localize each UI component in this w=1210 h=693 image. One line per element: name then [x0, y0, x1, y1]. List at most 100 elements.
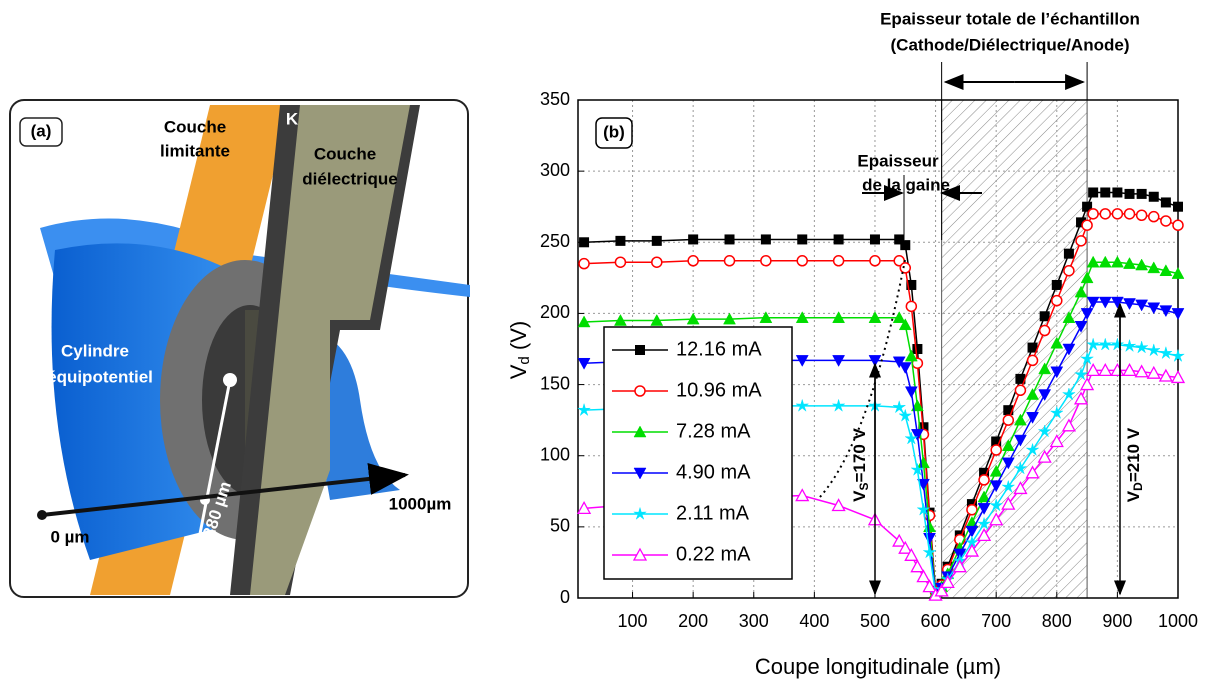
data-point	[1074, 285, 1088, 298]
chart-title: Epaisseur totale de l’échantillon	[880, 9, 1140, 28]
data-point	[1025, 465, 1040, 479]
data-point	[1086, 255, 1100, 268]
data-point	[1086, 337, 1101, 351]
data-point	[989, 464, 1003, 477]
label-box	[595, 117, 633, 149]
data-point	[1001, 496, 1016, 510]
data-point	[917, 456, 930, 469]
data-point	[1051, 279, 1062, 290]
data-point	[760, 234, 771, 245]
y-tick-label: 100	[540, 444, 570, 464]
data-point	[687, 255, 699, 267]
x-tick-label: 800	[1042, 611, 1072, 631]
data-point	[1001, 439, 1015, 452]
y-tick-label: 250	[540, 231, 570, 251]
label-part: (V)	[506, 321, 531, 356]
data-point	[577, 402, 592, 417]
label-part: d	[516, 356, 533, 364]
data-point	[1171, 267, 1185, 279]
data-point	[832, 355, 846, 367]
data-point	[964, 543, 980, 557]
data-point	[1087, 208, 1099, 220]
data-point	[923, 532, 936, 545]
data-point	[1086, 296, 1100, 309]
data-point	[1160, 215, 1172, 227]
annotation: VS=170 V	[850, 427, 871, 501]
data-point	[905, 300, 918, 313]
data-point	[1026, 412, 1039, 424]
data-point	[989, 498, 1004, 512]
data-point	[579, 237, 590, 248]
data-point	[651, 235, 662, 246]
data-point	[1135, 258, 1149, 271]
data-point	[1159, 305, 1173, 318]
data-point	[795, 398, 810, 412]
data-point	[1088, 187, 1099, 198]
data-point	[833, 234, 844, 245]
y-axis-label: Vd (V)	[506, 321, 533, 379]
data-point	[1061, 418, 1077, 432]
annotation: limitante	[160, 141, 230, 160]
data-point	[977, 490, 991, 503]
data-point	[922, 579, 937, 593]
data-point	[1026, 354, 1039, 367]
legend-marker	[632, 547, 648, 561]
data-point	[1073, 391, 1089, 405]
data-point	[650, 314, 664, 326]
data-point	[1001, 457, 1015, 470]
data-point	[1013, 481, 1028, 495]
data-point	[760, 255, 772, 267]
data-point	[917, 478, 930, 491]
data-point	[1170, 348, 1186, 363]
legend-label: 4.90 mA	[676, 461, 751, 483]
data-point	[898, 540, 913, 554]
data-point	[651, 256, 663, 268]
data-point	[979, 467, 990, 478]
y-tick-label: 350	[540, 89, 570, 109]
data-point	[1014, 384, 1027, 397]
data-point	[1148, 191, 1159, 202]
legend-label: 12.16 mA	[676, 338, 762, 360]
annotation: 0 µm	[50, 527, 89, 546]
data-point	[1111, 208, 1124, 220]
x-tick-label: 900	[1102, 611, 1132, 631]
data-point	[952, 559, 967, 573]
annotation: Cylindre	[61, 341, 129, 360]
data-point	[795, 488, 810, 502]
x-tick-label: 700	[981, 611, 1011, 631]
data-point	[1025, 442, 1040, 457]
data-point	[1098, 362, 1113, 376]
data-point	[894, 234, 905, 245]
annotation: équipotentiel	[47, 367, 153, 386]
label-part: =210 V	[1124, 427, 1143, 482]
data-point	[795, 355, 809, 367]
data-point	[940, 574, 955, 588]
data-point	[912, 344, 923, 354]
data-point	[795, 311, 809, 323]
data-point	[900, 240, 911, 251]
legend-label: 0.22 mA	[676, 543, 751, 565]
legend: 12.16 mA 10.96 mA 7.28 mA 4.90 mA 2.11 mA 0.2…	[603, 326, 793, 580]
label-part: V	[1124, 490, 1143, 502]
label-part: =170 V	[850, 427, 869, 482]
data-point	[989, 512, 1004, 526]
data-point	[1038, 362, 1052, 375]
data-point	[904, 349, 918, 362]
radius-arrow	[183, 379, 232, 588]
data-point	[1074, 320, 1088, 333]
data-point	[1037, 449, 1052, 463]
axis-start	[37, 510, 47, 520]
data-point	[1100, 187, 1111, 198]
data-point	[759, 311, 773, 323]
annotation: 1000µm	[389, 494, 452, 513]
data-point	[1135, 299, 1149, 312]
data-point	[1146, 365, 1161, 379]
annotation: Couche	[314, 144, 376, 163]
y-tick-label: 200	[540, 302, 570, 322]
data-point	[892, 399, 907, 414]
legend-marker	[633, 425, 647, 438]
data-point	[1050, 336, 1064, 349]
data-point	[1001, 479, 1016, 494]
data-point	[1123, 257, 1136, 269]
data-point	[1063, 248, 1074, 259]
